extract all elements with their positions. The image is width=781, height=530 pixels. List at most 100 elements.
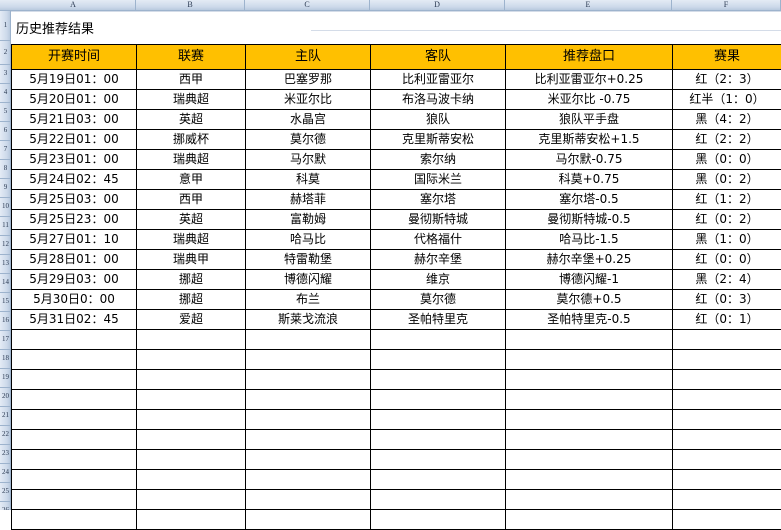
column-header-e[interactable]: E xyxy=(505,0,672,11)
cell-empty[interactable] xyxy=(371,450,506,470)
column-header-away[interactable]: 客队 xyxy=(371,45,506,70)
cell-home-team[interactable]: 富勒姆 xyxy=(246,210,371,230)
cell-empty[interactable] xyxy=(12,330,137,350)
cell-empty[interactable] xyxy=(246,370,371,390)
cell-empty[interactable] xyxy=(246,350,371,370)
cell-recommendation[interactable]: 博德闪耀-1 xyxy=(506,270,673,290)
cell-league[interactable]: 英超 xyxy=(137,110,246,130)
cell-empty[interactable] xyxy=(137,390,246,410)
cell-empty[interactable] xyxy=(12,470,137,490)
cell-result[interactable]: 红（2：3） xyxy=(673,70,781,90)
cell-time[interactable]: 5月27日01：10 xyxy=(12,230,137,250)
cell-result[interactable]: 红（1：2） xyxy=(673,190,781,210)
row-header-25[interactable]: 25 xyxy=(0,483,11,502)
cell-home-team[interactable]: 斯莱戈流浪 xyxy=(246,310,371,330)
cell-empty[interactable] xyxy=(137,490,246,510)
cell-league[interactable]: 英超 xyxy=(137,210,246,230)
cell-home-team[interactable]: 巴塞罗那 xyxy=(246,70,371,90)
cell-empty[interactable] xyxy=(12,370,137,390)
column-header-time[interactable]: 开赛时间 xyxy=(12,45,137,70)
row-header-5[interactable]: 5 xyxy=(0,103,11,122)
row-header-6[interactable]: 6 xyxy=(0,122,11,141)
row-header-4[interactable]: 4 xyxy=(0,84,11,103)
cell-time[interactable]: 5月19日01：00 xyxy=(12,70,137,90)
cell-time[interactable]: 5月22日01：00 xyxy=(12,130,137,150)
column-header-league[interactable]: 联赛 xyxy=(137,45,246,70)
cell-away-team[interactable]: 国际米兰 xyxy=(371,170,506,190)
cell-away-team[interactable]: 代格福什 xyxy=(371,230,506,250)
row-header-26[interactable]: 26 xyxy=(0,502,11,510)
cell-empty[interactable] xyxy=(371,390,506,410)
cell-time[interactable]: 5月25日23：00 xyxy=(12,210,137,230)
cell-away-team[interactable]: 赫尔辛堡 xyxy=(371,250,506,270)
cell-empty[interactable] xyxy=(506,410,673,430)
cell-recommendation[interactable]: 哈马比-1.5 xyxy=(506,230,673,250)
row-header-22[interactable]: 22 xyxy=(0,426,11,445)
cell-league[interactable]: 瑞典超 xyxy=(137,150,246,170)
cell-time[interactable]: 5月29日03：00 xyxy=(12,270,137,290)
cell-empty[interactable] xyxy=(12,410,137,430)
column-header-d[interactable]: D xyxy=(370,0,505,11)
cell-time[interactable]: 5月23日01：00 xyxy=(12,150,137,170)
cell-empty[interactable] xyxy=(673,330,781,350)
cell-empty[interactable] xyxy=(371,470,506,490)
cell-empty[interactable] xyxy=(12,450,137,470)
cell-empty[interactable] xyxy=(12,430,137,450)
row-header-11[interactable]: 11 xyxy=(0,217,11,236)
cell-time[interactable]: 5月28日01：00 xyxy=(12,250,137,270)
cell-empty[interactable] xyxy=(371,410,506,430)
row-header-17[interactable]: 17 xyxy=(0,331,11,350)
cell-recommendation[interactable]: 塞尔塔-0.5 xyxy=(506,190,673,210)
cell-empty[interactable] xyxy=(137,350,246,370)
cell-home-team[interactable]: 米亚尔比 xyxy=(246,90,371,110)
row-header-15[interactable]: 15 xyxy=(0,293,11,312)
cell-empty[interactable] xyxy=(673,470,781,490)
cell-empty[interactable] xyxy=(506,510,673,530)
cell-result[interactable]: 黑（0：2） xyxy=(673,170,781,190)
cell-home-team[interactable]: 赫塔菲 xyxy=(246,190,371,210)
row-header-10[interactable]: 10 xyxy=(0,198,11,217)
cell-empty[interactable] xyxy=(371,330,506,350)
cell-empty[interactable] xyxy=(12,390,137,410)
cell-time[interactable]: 5月21日03：00 xyxy=(12,110,137,130)
cell-empty[interactable] xyxy=(246,510,371,530)
row-header-24[interactable]: 24 xyxy=(0,464,11,483)
cell-result[interactable]: 红（0：2） xyxy=(673,210,781,230)
cell-result[interactable]: 红半（1：0） xyxy=(673,90,781,110)
cell-league[interactable]: 瑞典甲 xyxy=(137,250,246,270)
cell-away-team[interactable]: 索尔纳 xyxy=(371,150,506,170)
cell-empty[interactable] xyxy=(506,390,673,410)
column-header-b[interactable]: B xyxy=(136,0,245,11)
cell-recommendation[interactable]: 圣帕特里克-0.5 xyxy=(506,310,673,330)
cell-empty[interactable] xyxy=(137,410,246,430)
cell-empty[interactable] xyxy=(673,510,781,530)
cell-result[interactable]: 黑（4：2） xyxy=(673,110,781,130)
cell-recommendation[interactable]: 狼队平手盘 xyxy=(506,110,673,130)
cell-empty[interactable] xyxy=(246,490,371,510)
cell-empty[interactable] xyxy=(137,330,246,350)
row-header-14[interactable]: 14 xyxy=(0,274,11,293)
cell-empty[interactable] xyxy=(673,350,781,370)
cell-league[interactable]: 瑞典超 xyxy=(137,230,246,250)
row-header-3[interactable]: 3 xyxy=(0,65,11,84)
cell-recommendation[interactable]: 莫尔德+0.5 xyxy=(506,290,673,310)
cell-empty[interactable] xyxy=(246,450,371,470)
cell-away-team[interactable]: 圣帕特里克 xyxy=(371,310,506,330)
cell-empty[interactable] xyxy=(506,450,673,470)
row-header-13[interactable]: 13 xyxy=(0,255,11,274)
cell-result[interactable]: 黑（2：4） xyxy=(673,270,781,290)
cell-empty[interactable] xyxy=(246,430,371,450)
cell-home-team[interactable]: 哈马比 xyxy=(246,230,371,250)
cell-empty[interactable] xyxy=(673,450,781,470)
cell-empty[interactable] xyxy=(673,390,781,410)
column-header-pick[interactable]: 推荐盘口 xyxy=(506,45,673,70)
cell-away-team[interactable]: 比利亚雷亚尔 xyxy=(371,70,506,90)
cell-result[interactable]: 黑（0：0） xyxy=(673,150,781,170)
cell-empty[interactable] xyxy=(673,430,781,450)
cell-time[interactable]: 5月30日0：00 xyxy=(12,290,137,310)
cell-away-team[interactable]: 维京 xyxy=(371,270,506,290)
cell-away-team[interactable]: 布洛马波卡纳 xyxy=(371,90,506,110)
cell-empty[interactable] xyxy=(137,430,246,450)
